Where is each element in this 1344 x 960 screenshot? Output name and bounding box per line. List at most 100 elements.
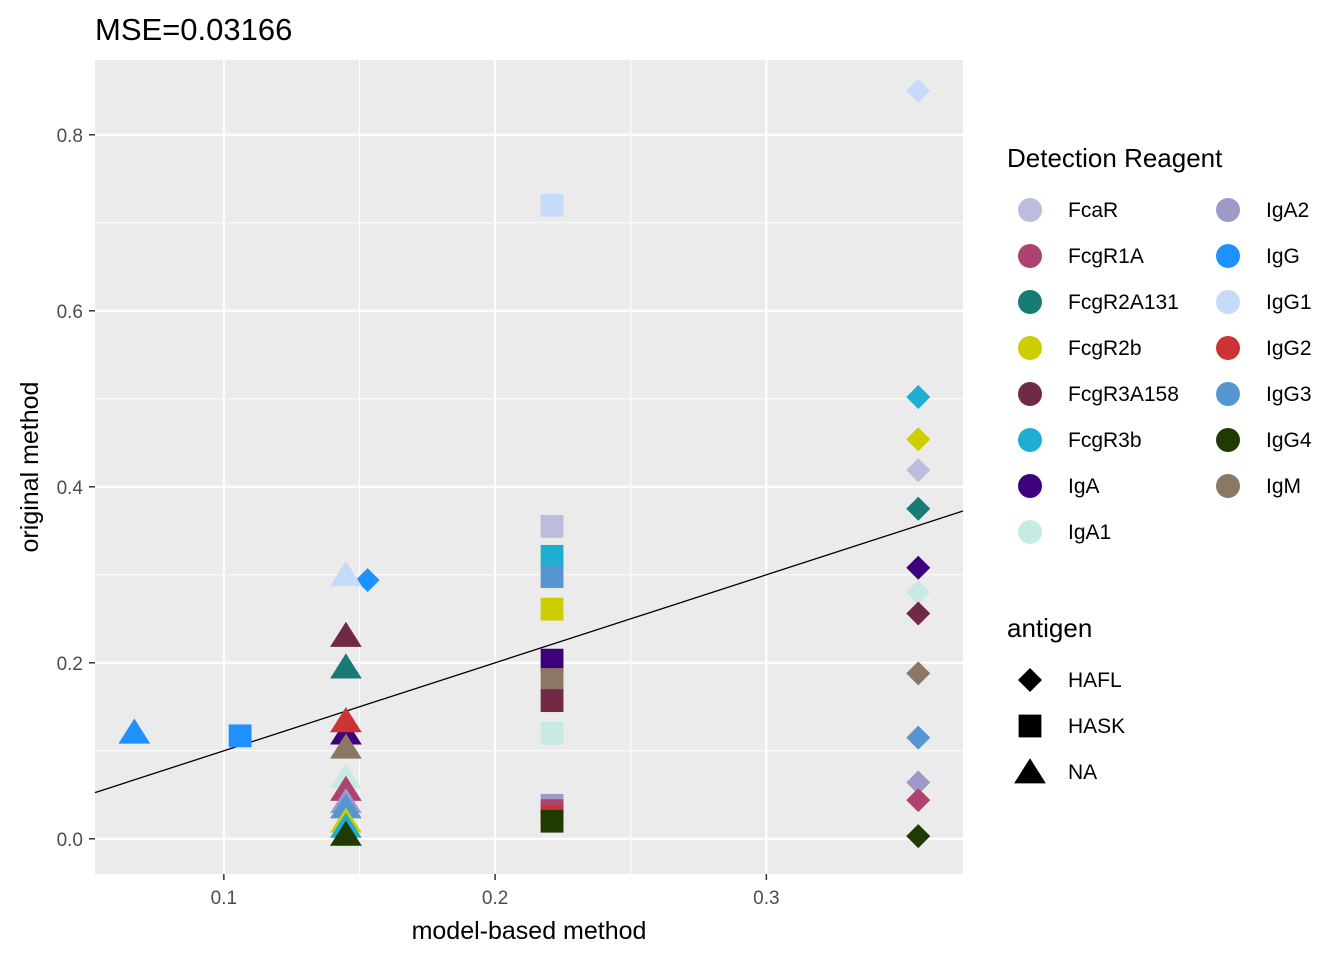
shape-legend-item: NA bbox=[1014, 758, 1097, 784]
legend-square-key bbox=[1018, 714, 1042, 738]
color-legend-item: IgG2 bbox=[1216, 336, 1312, 360]
legend-color-key bbox=[1018, 382, 1042, 406]
legend-color-key bbox=[1216, 244, 1240, 268]
shape-legend-item: HASK bbox=[1018, 714, 1125, 738]
point-igm-na bbox=[330, 733, 362, 759]
color-legend-label: FcgR1A bbox=[1068, 245, 1144, 268]
legend-color-key bbox=[1216, 336, 1240, 360]
color-legend-item: IgM bbox=[1216, 474, 1301, 498]
shape-legend-label: HASK bbox=[1068, 715, 1125, 738]
y-axis-ticks: 0.0 0.2 0.4 0.6 0.8 bbox=[57, 126, 95, 851]
point-fcgr2b-hask bbox=[540, 597, 564, 621]
point-fcgr3a158-hafl bbox=[906, 601, 931, 626]
point-iga-hafl bbox=[906, 555, 931, 580]
point-igg4-na bbox=[330, 820, 362, 846]
y-tick-label: 0.2 bbox=[57, 654, 83, 675]
shape-legend: antigen HAFL HASK NA bbox=[1007, 613, 1125, 784]
x-tick-label: 0.3 bbox=[753, 888, 779, 909]
color-legend-label: IgG4 bbox=[1266, 429, 1312, 452]
point-fcgr3a158-hask bbox=[540, 689, 564, 713]
chart-title: MSE=0.03166 bbox=[95, 12, 292, 47]
color-legend-item: IgA bbox=[1018, 474, 1100, 498]
color-legend-item: IgA1 bbox=[1018, 520, 1111, 544]
point-fcgr2b-hafl bbox=[906, 427, 931, 452]
legend-color-key bbox=[1018, 520, 1042, 544]
color-legend-label: FcgR2b bbox=[1068, 337, 1142, 360]
point-igg1-hafl bbox=[906, 78, 931, 103]
point-fcgr1a-hafl bbox=[906, 788, 931, 813]
x-tick-label: 0.1 bbox=[211, 888, 237, 909]
color-legend-label: FcgR3b bbox=[1068, 429, 1142, 452]
color-legend-item: FcgR1A bbox=[1018, 244, 1144, 268]
color-legend-item: IgG3 bbox=[1216, 382, 1312, 406]
color-legend-label: IgM bbox=[1266, 475, 1301, 498]
y-tick-label: 0.4 bbox=[57, 478, 84, 499]
point-fcgr3a158-na bbox=[330, 621, 362, 647]
color-legend-label: IgG3 bbox=[1266, 383, 1312, 406]
color-legend: Detection Reagent FcaR FcgR1A FcgR2A131 Fcg… bbox=[1007, 143, 1312, 544]
legend-triangle-key bbox=[1014, 758, 1046, 784]
point-igm-hask bbox=[540, 668, 564, 691]
legend-color-key bbox=[1018, 290, 1042, 314]
legend-color-key bbox=[1216, 382, 1240, 406]
color-legend-label: IgA2 bbox=[1266, 199, 1309, 222]
shape-legend-label: HAFL bbox=[1068, 669, 1122, 692]
legend-color-key bbox=[1018, 428, 1042, 452]
legend-color-key bbox=[1018, 244, 1042, 268]
legend-color-key bbox=[1216, 198, 1240, 222]
y-tick-label: 0.0 bbox=[57, 830, 83, 851]
color-legend-item: FcgR3A158 bbox=[1018, 382, 1179, 406]
shape-legend-label: NA bbox=[1068, 761, 1097, 784]
point-fcgr3b-hask bbox=[540, 544, 564, 568]
color-legend-item: IgG bbox=[1216, 244, 1300, 268]
color-legend-item: FcgR3b bbox=[1018, 428, 1142, 452]
color-legend-item: FcgR2b bbox=[1018, 336, 1142, 360]
point-fcgr2a131-hafl bbox=[906, 496, 931, 521]
color-legend-label: FcgR3A158 bbox=[1068, 383, 1179, 406]
legend-color-key bbox=[1018, 336, 1042, 360]
point-fcgr3b-hafl bbox=[906, 385, 931, 410]
major-gridlines bbox=[95, 60, 963, 874]
shape-legend-item: HAFL bbox=[1018, 668, 1122, 692]
color-legend-label: IgA1 bbox=[1068, 521, 1111, 544]
point-igg4-hask bbox=[540, 809, 564, 833]
color-legend-item: FcaR bbox=[1018, 198, 1118, 222]
point-igm-hafl bbox=[906, 661, 931, 686]
legend-color-key bbox=[1018, 198, 1042, 222]
shape-legend-title: antigen bbox=[1007, 613, 1092, 643]
plot-panel bbox=[95, 60, 963, 874]
color-legend-item: IgG1 bbox=[1216, 290, 1312, 314]
legend-color-key bbox=[1216, 428, 1240, 452]
point-iga1-hafl bbox=[906, 580, 931, 605]
legend-color-key bbox=[1216, 474, 1240, 498]
color-legend-label: IgA bbox=[1068, 475, 1100, 498]
x-axis-title: model-based method bbox=[412, 917, 647, 945]
point-fcar-hafl bbox=[906, 458, 931, 483]
legend-color-key bbox=[1216, 290, 1240, 314]
point-igg3-hask bbox=[540, 565, 564, 588]
point-iga-hask bbox=[540, 648, 564, 672]
legend-diamond-key bbox=[1018, 668, 1042, 692]
point-igg3-hafl bbox=[906, 725, 931, 750]
point-igg1-na bbox=[330, 561, 362, 587]
data-points bbox=[118, 78, 931, 849]
point-igg-hask bbox=[228, 724, 252, 748]
color-legend-label: IgG1 bbox=[1266, 291, 1312, 314]
x-axis-ticks: 0.1 0.2 0.3 bbox=[211, 874, 780, 909]
y-tick-label: 0.8 bbox=[57, 126, 83, 147]
point-fcgr2a131-na bbox=[330, 653, 362, 679]
point-iga1-hask bbox=[540, 721, 564, 745]
color-legend-item: FcgR2A131 bbox=[1018, 290, 1179, 314]
point-igg4-hafl bbox=[906, 824, 931, 849]
point-igg1-hask bbox=[540, 193, 564, 217]
color-legend-title: Detection Reagent bbox=[1007, 143, 1223, 173]
point-fcar-hask bbox=[540, 515, 564, 538]
y-tick-label: 0.6 bbox=[57, 302, 83, 323]
x-tick-label: 0.2 bbox=[482, 888, 508, 909]
color-legend-label: FcgR2A131 bbox=[1068, 291, 1179, 314]
minor-gridlines bbox=[95, 60, 963, 874]
color-legend-item: IgG4 bbox=[1216, 428, 1312, 452]
legend-color-key bbox=[1018, 474, 1042, 498]
color-legend-label: IgG2 bbox=[1266, 337, 1312, 360]
